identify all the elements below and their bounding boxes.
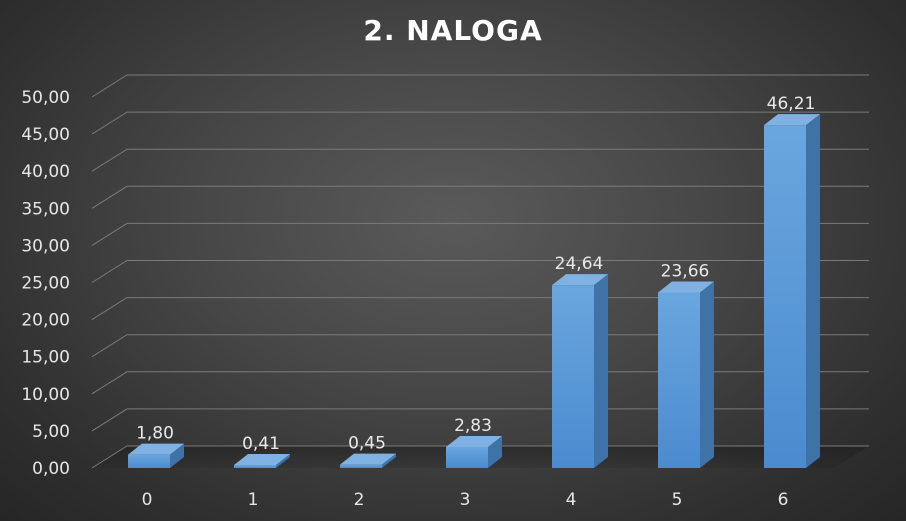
bar-top — [764, 114, 820, 126]
bar-side — [806, 114, 820, 469]
y-tick-label: 25,00 — [21, 274, 70, 294]
bar — [552, 274, 608, 468]
bar-side — [594, 274, 608, 468]
x-tick-label: 3 — [460, 490, 471, 510]
bar-side — [488, 436, 502, 468]
y-tick-label: 40,00 — [21, 162, 70, 182]
bar-front — [764, 125, 806, 469]
grid-line — [91, 445, 869, 469]
y-tick-label: 0,00 — [32, 459, 70, 479]
bar — [234, 453, 290, 468]
bars — [128, 114, 820, 469]
grid-line — [91, 222, 869, 246]
bar-top — [234, 453, 290, 465]
bar — [658, 281, 714, 468]
bar-side — [276, 453, 290, 468]
grid-line — [91, 74, 869, 98]
bar — [446, 436, 502, 468]
bar-top — [552, 274, 608, 286]
x-tick-label: 5 — [672, 490, 683, 510]
bar-top — [446, 436, 502, 448]
data-label: 2,83 — [454, 416, 492, 436]
bar-front — [340, 464, 382, 468]
grid-line — [91, 334, 869, 358]
bar-top — [658, 281, 714, 293]
y-tick-label: 35,00 — [21, 199, 70, 219]
bar-side — [700, 281, 714, 468]
bar — [128, 443, 184, 468]
bar-side — [170, 443, 184, 468]
bar-front — [234, 464, 276, 468]
bar-top — [340, 453, 396, 465]
bar-front — [128, 454, 170, 468]
x-tick-label: 1 — [248, 490, 259, 510]
y-tick-label: 10,00 — [21, 385, 70, 405]
bar-front — [446, 447, 488, 468]
bar-side — [382, 453, 396, 468]
x-tick-label: 0 — [142, 490, 153, 510]
y-tick-label: 50,00 — [21, 88, 70, 108]
data-label: 46,21 — [767, 94, 816, 114]
data-label: 0,45 — [348, 434, 386, 454]
x-tick-label: 4 — [566, 490, 577, 510]
grid-line — [91, 260, 869, 283]
y-tick-label: 45,00 — [21, 125, 70, 145]
bar — [764, 114, 820, 469]
y-tick-label: 20,00 — [21, 311, 70, 331]
data-label: 24,64 — [555, 254, 604, 274]
chart-title: 2. NALOGA — [363, 14, 542, 47]
grid-line — [91, 408, 869, 432]
x-tick-label: 6 — [778, 490, 789, 510]
y-tick-label: 30,00 — [21, 236, 70, 256]
data-labels: 1,80 0,41 0,45 2,83 24,64 23,66 46,21 — [136, 94, 815, 454]
bar-top — [128, 443, 184, 455]
data-label: 23,66 — [661, 261, 710, 281]
grid-line — [91, 297, 869, 321]
grid-line — [91, 111, 869, 135]
data-label: 1,80 — [136, 424, 174, 444]
y-tick-label: 15,00 — [21, 348, 70, 368]
y-tick-label: 5,00 — [32, 422, 70, 442]
bar-front — [552, 285, 594, 468]
x-axis: 0 1 2 3 4 5 6 — [142, 490, 789, 510]
grid-lines — [91, 74, 869, 469]
y-axis: 0,00 5,00 10,00 15,00 20,00 25,00 30,00 35,00 40… — [21, 88, 70, 479]
grid-line — [91, 148, 869, 172]
bar-front — [658, 292, 700, 468]
data-label: 0,41 — [242, 434, 280, 454]
grid-line — [91, 371, 869, 395]
grid-line — [91, 185, 869, 209]
bar — [340, 453, 396, 468]
x-tick-label: 2 — [354, 490, 365, 510]
